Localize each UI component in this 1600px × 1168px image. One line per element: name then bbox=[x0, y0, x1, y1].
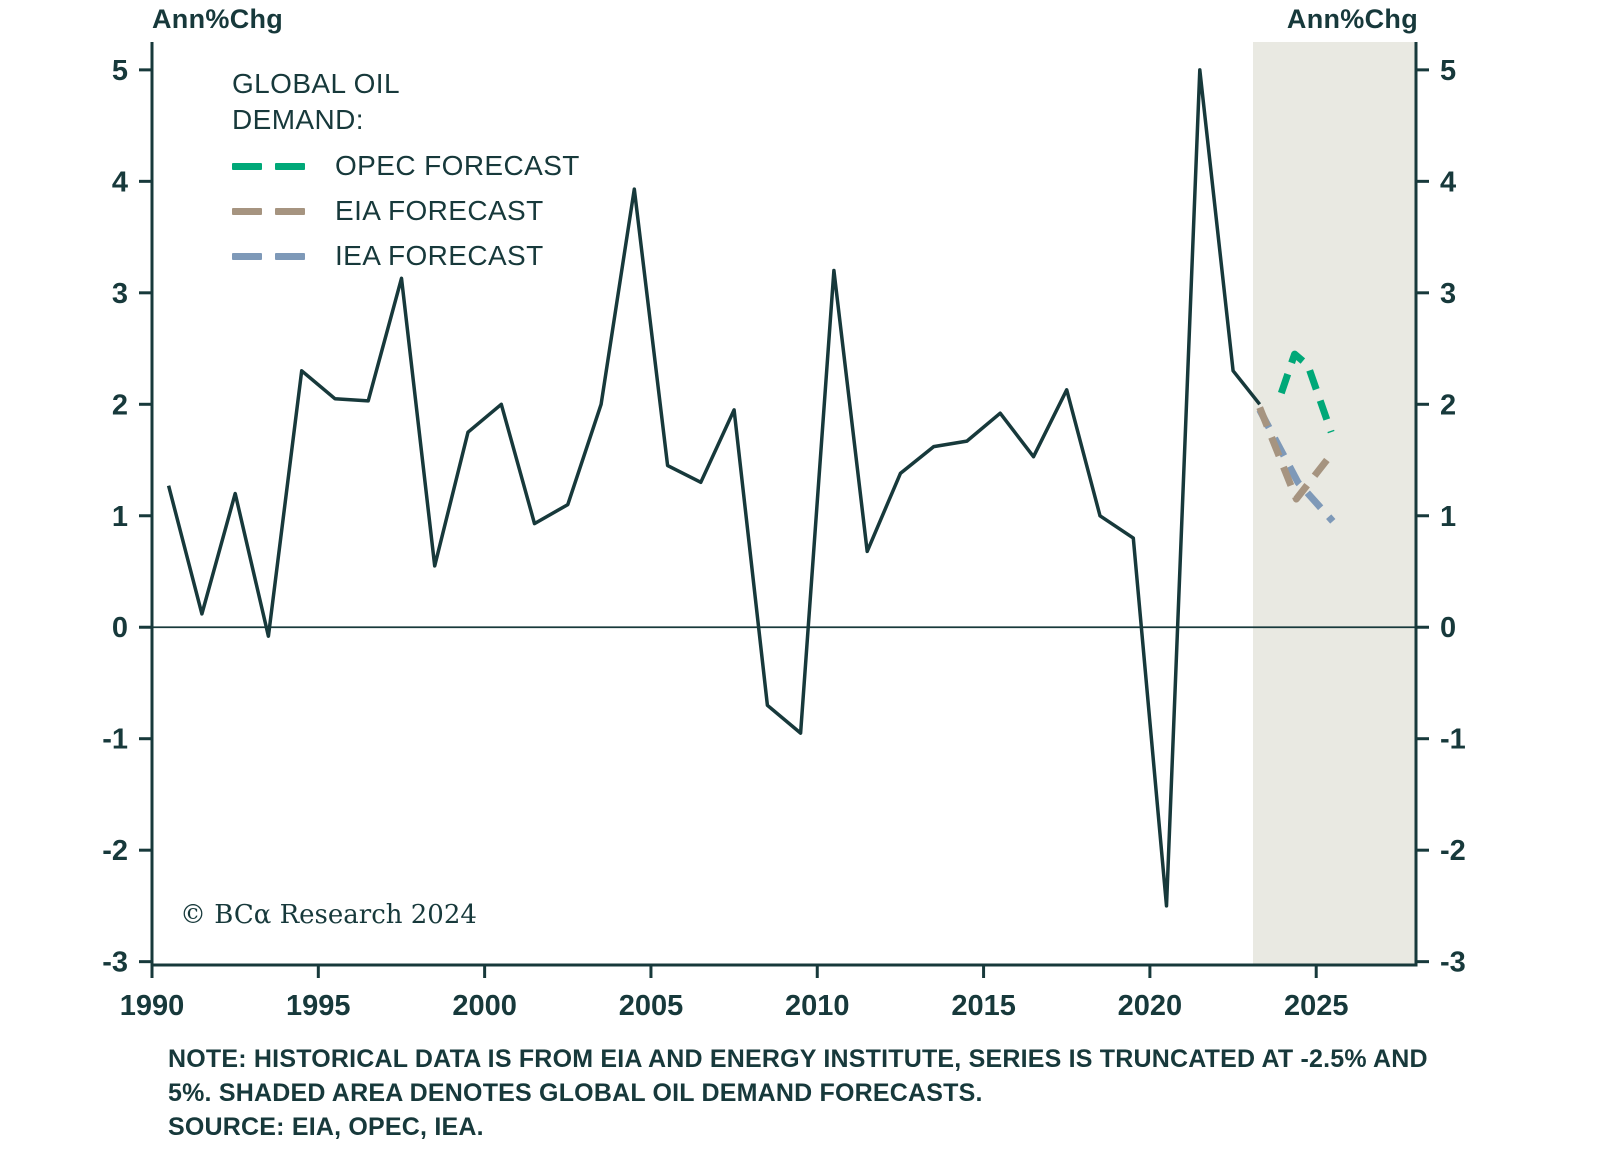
dash-icon bbox=[275, 252, 305, 260]
x-tick-label: 2010 bbox=[785, 990, 850, 1022]
legend-entries: OPEC FORECAST EIA FORECAST IEA FORECAST bbox=[232, 148, 580, 274]
y-tick-label-right: -1 bbox=[1440, 724, 1466, 756]
x-tick-label: 2015 bbox=[951, 990, 1016, 1022]
dash-icon bbox=[232, 252, 262, 260]
note-line-2: 5%. SHADED AREA DENOTES GLOBAL OIL DEMAN… bbox=[168, 1079, 983, 1107]
y-tick-label-right: 2 bbox=[1440, 389, 1456, 421]
legend-entry: IEA FORECAST bbox=[232, 238, 580, 274]
series-eia-forecast bbox=[1256, 406, 1334, 503]
legend-dash-swatch bbox=[232, 162, 318, 170]
y-tick-label-right: 5 bbox=[1440, 55, 1456, 87]
y-tick-label-right: -2 bbox=[1440, 835, 1466, 867]
series-opec-forecast bbox=[1277, 350, 1335, 434]
x-tick-label: 2020 bbox=[1118, 990, 1183, 1022]
y-tick-label-left: 3 bbox=[112, 278, 128, 310]
legend-title: GLOBAL OIL DEMAND: bbox=[232, 66, 580, 138]
y-tick-label-left: 0 bbox=[112, 612, 128, 644]
dash-icon bbox=[232, 207, 262, 215]
x-tick-label: 2005 bbox=[619, 990, 684, 1022]
y-tick-label-left: -3 bbox=[102, 947, 128, 979]
series-global-oil-demand-historical- bbox=[166, 68, 1262, 908]
dash-icon bbox=[275, 207, 305, 215]
legend-entry: OPEC FORECAST bbox=[232, 148, 580, 184]
dash-icon bbox=[275, 162, 305, 170]
y-tick-label-left: -1 bbox=[102, 724, 128, 756]
legend-dash-swatch bbox=[232, 207, 318, 215]
series-iea-forecast bbox=[1256, 408, 1336, 524]
note-line-1: NOTE: HISTORICAL DATA IS FROM EIA AND EN… bbox=[168, 1045, 1428, 1073]
legend-label: IEA FORECAST bbox=[335, 240, 544, 271]
y-tick-label-right: 4 bbox=[1440, 166, 1456, 198]
y-tick-label-right: -3 bbox=[1440, 947, 1466, 979]
x-tick-label: 1990 bbox=[120, 990, 185, 1022]
x-tick-label: 2000 bbox=[452, 990, 517, 1022]
note-line-3: SOURCE: EIA, OPEC, IEA. bbox=[168, 1113, 484, 1141]
y-tick-label-right: 1 bbox=[1440, 501, 1456, 533]
legend-title-line-1: GLOBAL OIL bbox=[232, 68, 400, 99]
chart-legend: GLOBAL OIL DEMAND: OPEC FORECAST EIA FORE… bbox=[232, 66, 580, 283]
dash-icon bbox=[232, 162, 262, 170]
x-tick-label: 2025 bbox=[1284, 990, 1349, 1022]
chart-note: NOTE: HISTORICAL DATA IS FROM EIA AND EN… bbox=[168, 1042, 1428, 1144]
y-tick-label-left: 5 bbox=[112, 55, 128, 87]
line-chart: 5 5 4 4 3 3 2 2 1 1 0 0 -1 -1 -2 -2 -3 -3 1990 1995 2000 2005… bbox=[102, 42, 1466, 1022]
y-tick-label-left: 4 bbox=[112, 166, 128, 198]
legend-label: OPEC FORECAST bbox=[335, 150, 580, 181]
y-tick-label-left: -2 bbox=[102, 835, 128, 867]
copyright: © BCα Research 2024 bbox=[180, 900, 477, 930]
legend-label: EIA FORECAST bbox=[335, 195, 544, 226]
legend-entry: EIA FORECAST bbox=[232, 193, 580, 229]
y-tick-label-left: 2 bbox=[112, 389, 128, 421]
y-axis-title-right: Ann%Chg bbox=[1286, 4, 1418, 34]
legend-dash-swatch bbox=[232, 252, 318, 260]
y-tick-label-left: 1 bbox=[112, 501, 128, 533]
y-axis-title-left: Ann%Chg bbox=[152, 4, 284, 34]
y-tick-label-right: 0 bbox=[1440, 612, 1456, 644]
y-tick-label-right: 3 bbox=[1440, 278, 1456, 310]
x-tick-label: 1995 bbox=[286, 990, 351, 1022]
legend-title-line-2: DEMAND: bbox=[232, 104, 364, 135]
